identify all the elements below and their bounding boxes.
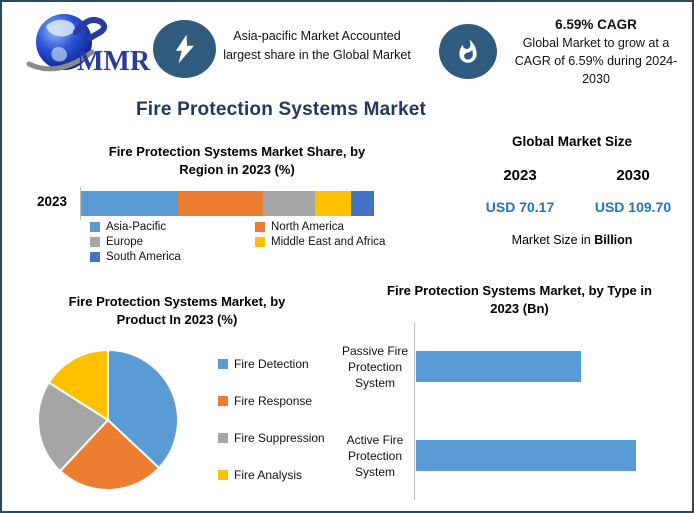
region-chart-title: Fire Protection Systems Market Share, by… xyxy=(108,144,366,177)
type-chart-row-active-fire-protection-system: Active Fire Protection System xyxy=(335,411,691,500)
region-chart-category-label: 2023 xyxy=(36,194,68,209)
type-bar-passive-fire-protection-system xyxy=(416,351,581,382)
type-chart-title: Fire Protection Systems Market, by Type … xyxy=(387,283,652,316)
page-title: Fire Protection Systems Market xyxy=(135,99,427,120)
legend-swatch-asia-pacific xyxy=(90,222,100,232)
legend-item-fire-response: Fire Response xyxy=(218,394,325,408)
legend-item-north-america: North America xyxy=(255,221,440,233)
cagr-description: Global Market to grow at a CAGR of 6.59%… xyxy=(514,36,678,86)
logo-text: MMR xyxy=(77,46,151,77)
legend-swatch-south-america xyxy=(90,252,100,262)
legend-swatch-fire-analysis xyxy=(218,470,228,480)
type-bar-active-fire-protection-system xyxy=(416,440,636,471)
flame-icon xyxy=(459,39,477,63)
globe-icon: MMR xyxy=(26,14,151,77)
pie-slice-fire-response xyxy=(59,419,161,491)
region-bar-segment-south-america xyxy=(350,191,374,216)
legend-swatch-fire-suppression xyxy=(218,433,228,443)
region-chart-axis xyxy=(80,187,81,220)
unit-note-bold: Billion xyxy=(594,233,633,247)
legend-label: Fire Response xyxy=(234,394,313,408)
legend-label: Asia-Pacific xyxy=(106,221,167,233)
region-bar-segment-north-america xyxy=(177,191,263,216)
legend-item-asia-pacific: Asia-Pacific xyxy=(90,221,255,233)
legend-item-europe: Europe xyxy=(90,236,255,248)
lightning-icon xyxy=(175,34,194,64)
legend-label: Europe xyxy=(106,236,144,248)
highlight-circle-asia xyxy=(153,20,216,78)
legend-swatch-north-america xyxy=(255,222,265,232)
market-size-year-2030: 2030 xyxy=(616,167,650,184)
region-bar-segment-middle-east-and-africa xyxy=(315,191,351,216)
legend-label: Fire Detection xyxy=(234,357,309,371)
legend-item-fire-suppression: Fire Suppression xyxy=(218,431,325,445)
legend-label: Fire Analysis xyxy=(234,468,303,482)
legend-item-fire-detection: Fire Detection xyxy=(218,357,325,371)
market-size-unit-note: Market Size in Billion xyxy=(452,233,692,247)
type-bar-chart: Passive Fire Protection System Active Fir… xyxy=(335,322,691,500)
legend-label: Middle East and Africa xyxy=(271,236,386,248)
type-category-label: Passive Fire Protection System xyxy=(341,343,409,390)
legend-label: North America xyxy=(271,221,344,233)
type-bar-area xyxy=(416,440,691,471)
pie-slice-fire-detection xyxy=(107,349,179,469)
type-chart-row-passive-fire-protection-system: Passive Fire Protection System xyxy=(335,322,691,411)
region-stacked-bar xyxy=(81,191,374,216)
type-bar-area xyxy=(416,351,691,382)
highlight-circle-cagr xyxy=(439,24,497,79)
pie-slice-fire-suppression xyxy=(37,381,109,473)
type-chart-axis xyxy=(414,322,415,500)
asia-pacific-highlight-text: Asia-pacific Market Accounted largest sh… xyxy=(223,29,411,62)
pie-slice-fire-analysis xyxy=(47,349,109,421)
market-size-value-2023: USD 70.17 xyxy=(485,199,555,215)
region-bar-segment-europe xyxy=(262,191,316,216)
legend-swatch-middle-east-and-africa xyxy=(255,237,265,247)
region-chart-legend: Asia-Pacific North America Europe Middle Ea… xyxy=(90,221,440,263)
market-size-value-2030: USD 109.70 xyxy=(594,199,672,215)
unit-note-prefix: Market Size in xyxy=(511,233,595,247)
legend-item-fire-analysis: Fire Analysis xyxy=(218,468,325,482)
legend-label: South America xyxy=(106,251,181,263)
product-chart-legend: Fire Detection Fire Response Fire Suppress… xyxy=(218,357,325,482)
cagr-highlight: 6.59% CAGR Global Market to grow at a CA… xyxy=(500,17,692,88)
legend-item-middle-east-and-africa: Middle East and Africa xyxy=(255,236,440,248)
type-category-label: Active Fire Protection System xyxy=(346,432,404,479)
market-size-title: Global Market Size xyxy=(511,134,633,149)
product-pie-chart xyxy=(37,349,179,491)
market-size-year-2023: 2023 xyxy=(503,167,537,184)
product-chart-title: Fire Protection Systems Market, by Produ… xyxy=(68,294,286,327)
region-bar-segment-asia-pacific xyxy=(81,191,178,216)
legend-swatch-fire-detection xyxy=(218,359,228,369)
cagr-value: 6.59% CAGR xyxy=(555,17,637,32)
legend-swatch-fire-response xyxy=(218,396,228,406)
mmr-logo: MMR xyxy=(16,6,151,81)
legend-item-south-america: South America xyxy=(90,251,255,263)
legend-label: Fire Suppression xyxy=(234,431,325,445)
legend-swatch-europe xyxy=(90,237,100,247)
